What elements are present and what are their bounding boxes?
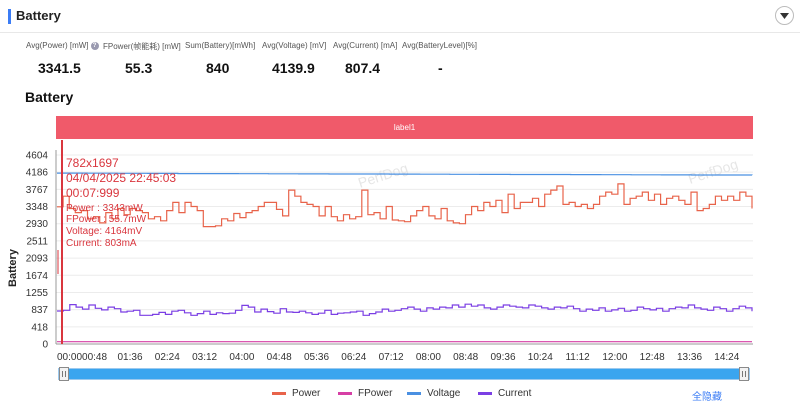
panel-header: Battery xyxy=(0,0,800,33)
legend-swatch xyxy=(272,392,286,395)
y-tick-label: 418 xyxy=(31,322,48,333)
legend-swatch xyxy=(338,392,352,395)
metric-value: 55.3 xyxy=(125,60,153,76)
metric-value: 840 xyxy=(206,60,230,76)
metric-sum-battery: Sum(Battery)[mWh] 840 xyxy=(185,41,256,76)
x-tick-label: 04:00 xyxy=(229,352,254,363)
x-tick-label: 01:36 xyxy=(117,352,142,363)
x-tick-label: 11:12 xyxy=(565,352,590,363)
chart-section-title: Battery xyxy=(25,89,74,105)
metric-label: Avg(Current) [mA] xyxy=(333,41,398,50)
x-tick-label: 03:12 xyxy=(192,352,217,363)
slider-left-handle[interactable] xyxy=(59,367,69,381)
x-tick-label: 06:24 xyxy=(341,352,366,363)
tooltip-line: 04/04/2025 22:45:03 xyxy=(66,171,176,185)
metric-fpower: FPower(帧能耗) [mW] 55.3 xyxy=(103,41,181,76)
y-tick-label: 837 xyxy=(31,305,48,316)
label-band-text: label1 xyxy=(393,123,416,132)
time-range-slider[interactable] xyxy=(58,368,750,380)
header-accent xyxy=(8,9,11,24)
y-tick-label: 3348 xyxy=(26,202,49,213)
metric-value: 3341.5 xyxy=(38,60,81,76)
legend-power[interactable]: Power xyxy=(272,388,320,399)
metric-avg-power: Avg(Power) [mW]? 3341.5 xyxy=(26,41,99,76)
metric-value: - xyxy=(438,60,443,76)
collapse-button[interactable] xyxy=(775,6,794,25)
x-tick-label: 10:24 xyxy=(528,352,553,363)
series-line-power xyxy=(57,183,753,228)
help-icon[interactable]: ? xyxy=(90,41,99,50)
tooltip-line: Voltage: 4164mV xyxy=(66,226,142,237)
legend-label: Current xyxy=(498,388,532,399)
metric-avg-current: Avg(Current) [mA] 807.4 xyxy=(333,41,398,76)
legend-label: Voltage xyxy=(427,388,461,399)
panel-title: Battery xyxy=(16,8,61,23)
metric-label: Avg(Voltage) [mV] xyxy=(262,41,327,50)
x-tick-label: 09:36 xyxy=(490,352,515,363)
x-tick-label: 02:24 xyxy=(155,352,180,363)
y-tick-label: 1255 xyxy=(26,288,49,299)
series-line-voltage xyxy=(57,172,753,176)
y-tick-label: 2093 xyxy=(26,254,49,265)
x-tick-label: 05:36 xyxy=(304,352,329,363)
x-tick-label: 08:48 xyxy=(453,352,478,363)
x-tick-label: 04:48 xyxy=(267,352,292,363)
y-tick-label: 0 xyxy=(42,340,48,351)
y-tick-label: 4604 xyxy=(26,151,49,162)
legend-swatch xyxy=(407,392,421,395)
metric-label: Avg(BatteryLevel)[%] xyxy=(402,41,477,50)
y-tick-label: 2511 xyxy=(26,236,48,247)
label-band[interactable]: label1 xyxy=(56,116,753,139)
tooltip-line: Current: 803mA xyxy=(66,238,137,249)
x-tick-label: 13:36 xyxy=(677,352,702,363)
y-tick-label: 2930 xyxy=(26,219,49,230)
chevron-down-icon xyxy=(780,12,789,19)
metric-value: 807.4 xyxy=(345,60,381,76)
y-tick-label: 1674 xyxy=(26,271,49,282)
x-tick-label: 08:00 xyxy=(416,352,441,363)
watermark: PerfDog xyxy=(686,156,740,187)
tooltip-line: 782x1697 xyxy=(66,156,119,170)
y-axis-label: Battery xyxy=(7,248,19,287)
x-tick-label: 07:12 xyxy=(379,352,404,363)
x-tick-label: 12:00 xyxy=(602,352,627,363)
legend-label: Power xyxy=(292,388,321,399)
metric-avg-battery-level: Avg(BatteryLevel)[%] - xyxy=(402,41,477,76)
x-tick-label: 00:0000:48 xyxy=(57,352,107,363)
tooltip-line: 00:07:999 xyxy=(66,186,120,200)
metric-label: Sum(Battery)[mWh] xyxy=(185,41,256,50)
metric-avg-voltage: Avg(Voltage) [mV] 4139.9 xyxy=(262,41,327,76)
battery-chart[interactable]: 0 418 837 1255 1674 2093 2511 2930 3348 3767 4186 4… xyxy=(0,140,800,365)
legend-fpower[interactable]: FPower xyxy=(338,388,392,399)
series-line-current xyxy=(57,303,753,316)
x-tick-label: 12:48 xyxy=(640,352,665,363)
metric-value: 4139.9 xyxy=(272,60,315,76)
tooltip-line: Power : 3343mW xyxy=(66,203,143,214)
y-tick-label: 4186 xyxy=(26,168,49,179)
legend-label: FPower xyxy=(358,388,393,399)
hide-all-button[interactable]: 全隐藏 xyxy=(692,392,722,403)
y-tick-label: 3767 xyxy=(26,185,49,196)
legend-voltage[interactable]: Voltage xyxy=(407,388,460,399)
legend-current[interactable]: Current xyxy=(478,388,531,399)
metric-label: Avg(Power) [mW] xyxy=(26,41,89,50)
tooltip-line: FPower : 55.7mW xyxy=(66,214,147,225)
legend-swatch xyxy=(478,392,492,395)
x-tick-label: 14:24 xyxy=(714,352,739,363)
slider-right-handle[interactable] xyxy=(739,367,749,381)
watermark: PerfDog xyxy=(356,160,410,191)
metric-label: FPower(帧能耗) [mW] xyxy=(103,42,181,51)
